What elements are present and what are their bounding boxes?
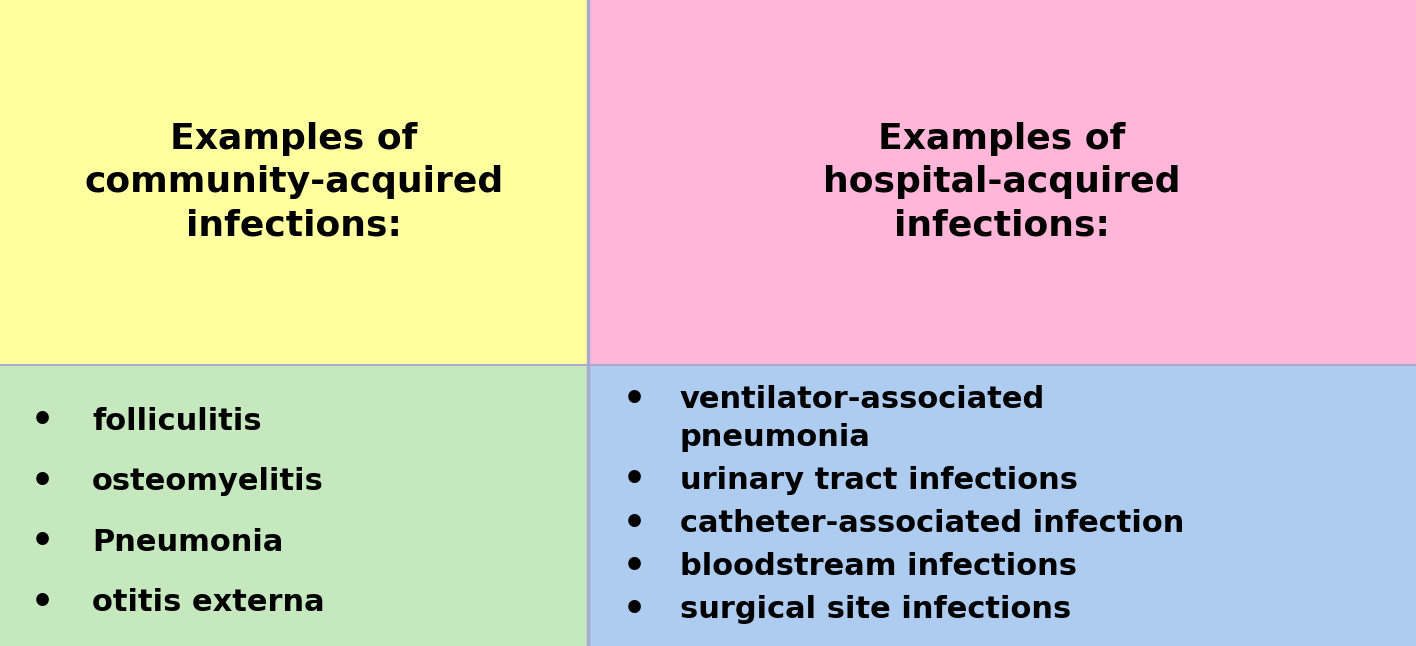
Bar <box>0 365 588 646</box>
Text: ventilator-associated: ventilator-associated <box>680 386 1045 414</box>
Bar <box>0 0 588 365</box>
Text: •: • <box>623 592 646 627</box>
Text: osteomyelitis: osteomyelitis <box>92 467 324 496</box>
Text: otitis externa: otitis externa <box>92 589 324 618</box>
Text: urinary tract infections: urinary tract infections <box>680 466 1078 495</box>
Text: pneumonia: pneumonia <box>680 423 871 452</box>
Text: •: • <box>31 586 54 620</box>
Text: •: • <box>31 525 54 559</box>
Text: Pneumonia: Pneumonia <box>92 528 283 557</box>
Bar <box>588 0 1416 365</box>
Bar <box>588 365 1416 646</box>
Text: catheter-associated infection: catheter-associated infection <box>680 509 1184 538</box>
Text: •: • <box>31 464 54 499</box>
Text: •: • <box>623 550 646 583</box>
Text: •: • <box>623 463 646 497</box>
Text: bloodstream infections: bloodstream infections <box>680 552 1076 581</box>
Text: •: • <box>623 383 646 417</box>
Text: surgical site infections: surgical site infections <box>680 595 1070 624</box>
Text: folliculitis: folliculitis <box>92 406 262 435</box>
Text: •: • <box>31 404 54 438</box>
Text: •: • <box>623 506 646 541</box>
Text: Examples of
hospital-acquired
infections:: Examples of hospital-acquired infections… <box>823 122 1181 243</box>
Text: Examples of
community-acquired
infections:: Examples of community-acquired infection… <box>84 122 504 243</box>
